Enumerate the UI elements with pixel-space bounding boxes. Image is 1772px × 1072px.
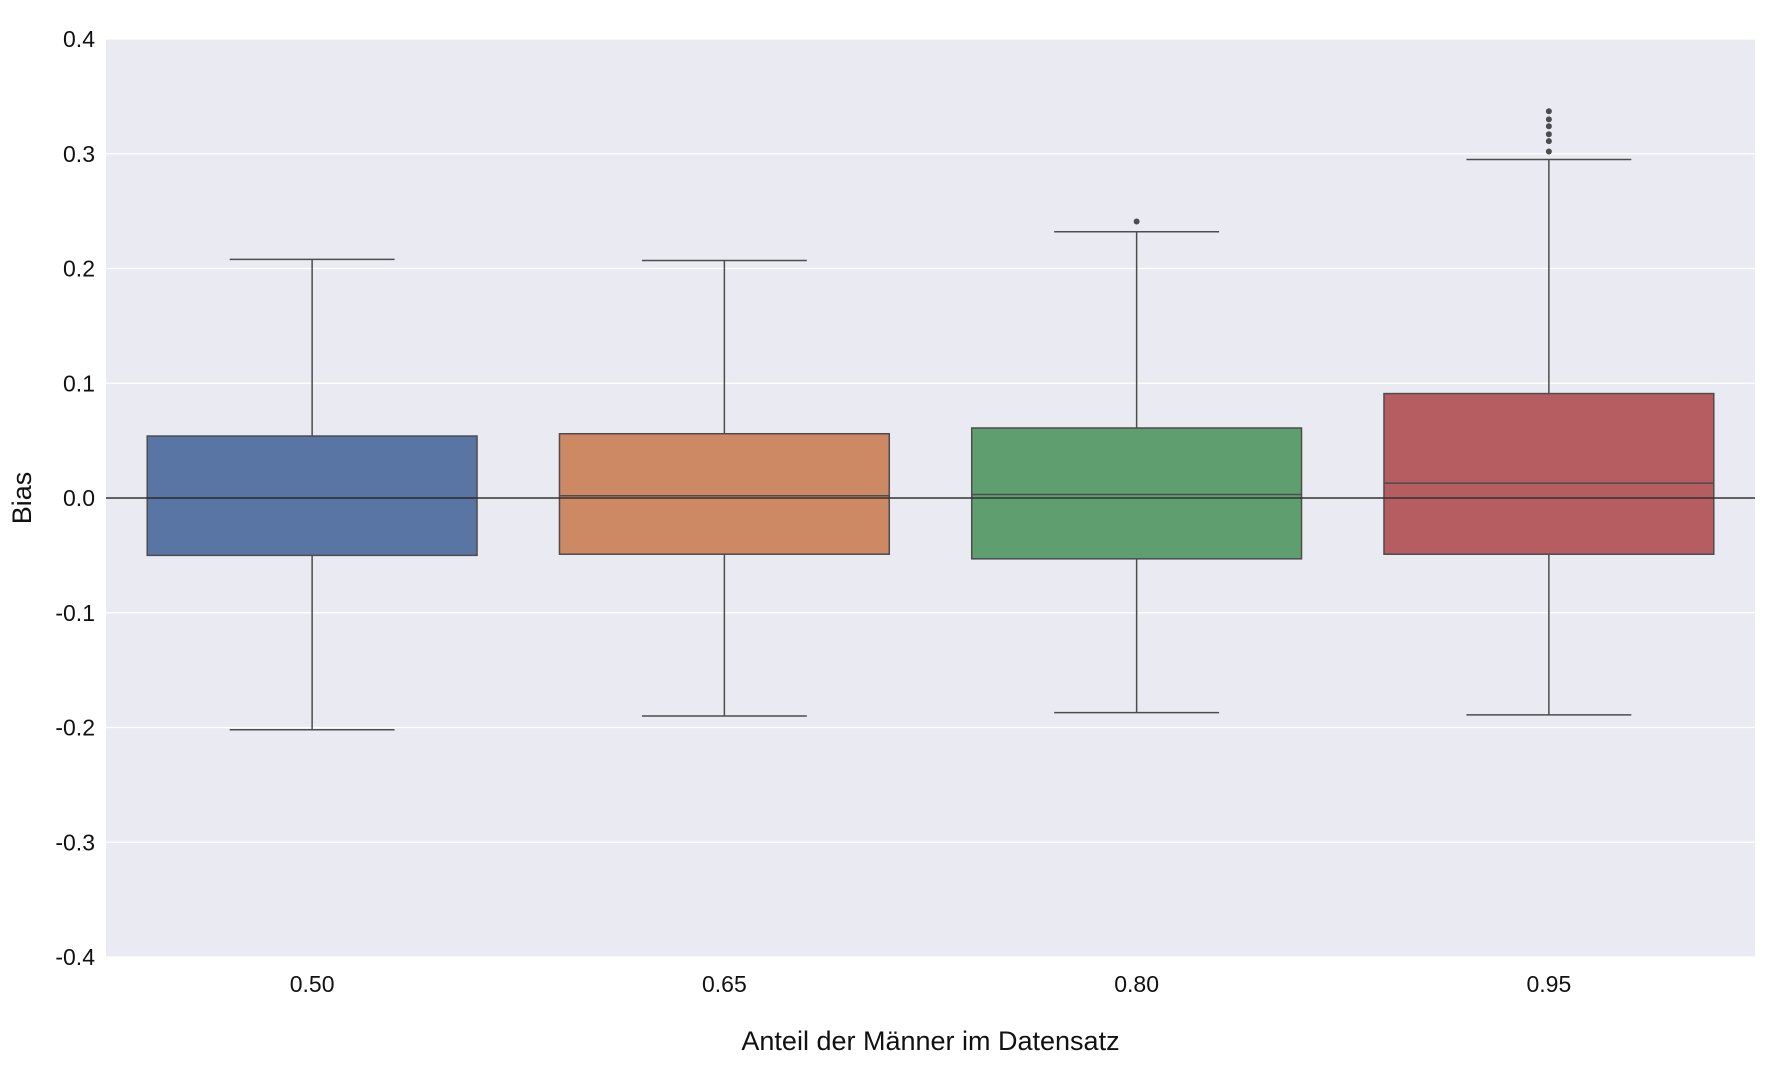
iqr-box xyxy=(970,427,1303,560)
x-tick-label: 0.50 xyxy=(290,971,335,997)
x-tick-label: 0.95 xyxy=(1526,971,1571,997)
box-group xyxy=(970,218,1303,714)
box-group xyxy=(146,258,478,731)
y-tick-label: 0.2 xyxy=(63,256,95,282)
x-axis-ticks: 0.50 0.65 0.80 0.95 xyxy=(290,971,1572,997)
y-tick-label: -0.3 xyxy=(55,829,95,855)
box-group xyxy=(558,259,891,717)
y-axis-ticks: -0.4 -0.3 -0.2 -0.1 0.0 0.1 0.2 0.3 0.4 xyxy=(55,26,95,970)
box-group xyxy=(1383,108,1715,716)
y-tick-label: -0.1 xyxy=(55,600,95,626)
x-tick-label: 0.80 xyxy=(1114,971,1159,997)
iqr-box xyxy=(146,435,478,557)
outlier-point xyxy=(1133,218,1140,225)
y-tick-label: -0.2 xyxy=(55,715,95,741)
x-axis-title: Anteil der Männer im Datensatz xyxy=(741,1026,1119,1056)
y-axis-title: Bias xyxy=(7,472,37,525)
y-tick-label: 0.4 xyxy=(63,26,95,52)
y-tick-label: 0.3 xyxy=(63,141,95,167)
iqr-box xyxy=(558,432,891,555)
outlier-point xyxy=(1545,108,1552,115)
y-tick-label: 0.1 xyxy=(63,370,95,396)
outlier-point xyxy=(1545,131,1552,138)
outlier-point xyxy=(1545,123,1552,130)
boxes xyxy=(146,108,1715,731)
outlier-point xyxy=(1545,116,1552,123)
outlier-point xyxy=(1545,138,1552,145)
y-tick-label: 0.0 xyxy=(63,485,95,511)
grid-lines xyxy=(106,38,1755,958)
y-tick-label: -0.4 xyxy=(55,944,95,970)
x-tick-label: 0.65 xyxy=(702,971,747,997)
iqr-box xyxy=(1383,392,1715,555)
outlier-point xyxy=(1545,148,1552,155)
